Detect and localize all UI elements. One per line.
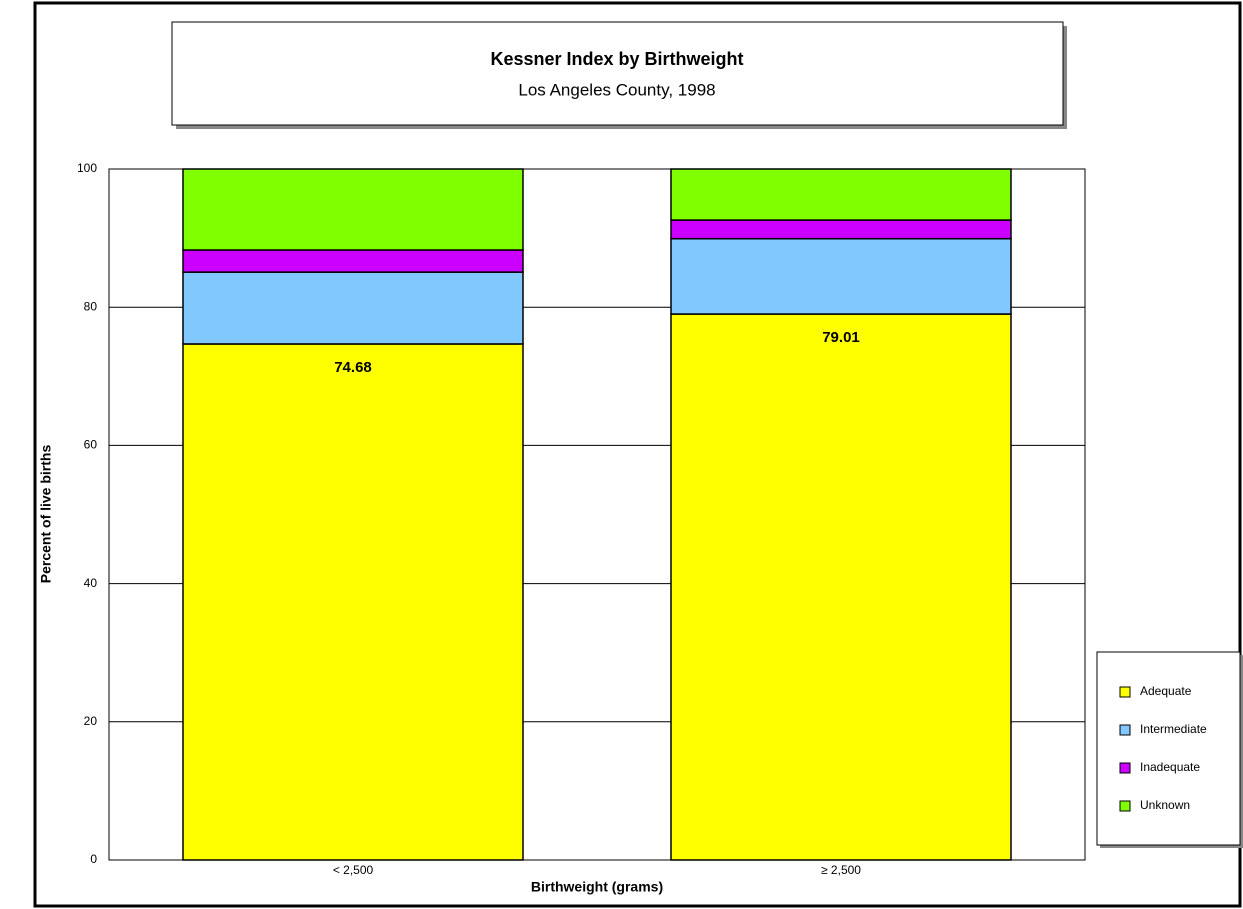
legend-box xyxy=(1096,651,1241,846)
bar-segment xyxy=(670,237,1012,315)
bar-segment xyxy=(670,168,1012,221)
y-tick-label: 60 xyxy=(84,438,98,452)
bar-segment xyxy=(670,313,1012,861)
data-label: 74.68 xyxy=(334,359,372,376)
bar-segment xyxy=(182,343,524,861)
legend-swatch xyxy=(1119,724,1131,736)
y-tick-label: 80 xyxy=(84,299,98,313)
y-tick-label: 40 xyxy=(84,576,98,590)
bar-segment xyxy=(182,249,524,273)
x-axis-label: Birthweight (grams) xyxy=(531,879,663,895)
legend-label: Unknown xyxy=(1140,798,1190,812)
y-tick-label: 20 xyxy=(84,714,98,728)
legend-label: Adequate xyxy=(1140,684,1192,698)
legend-swatch xyxy=(1119,800,1131,812)
x-tick-label: < 2,500 xyxy=(333,863,374,877)
chart-frame xyxy=(33,1,1242,908)
bar-segment xyxy=(182,168,524,251)
y-tick-label: 100 xyxy=(77,161,97,175)
legend-label: Inadequate xyxy=(1140,760,1200,774)
legend-swatch xyxy=(1119,686,1131,698)
data-label: 79.01 xyxy=(822,329,860,346)
y-axis-label: Percent of live births xyxy=(38,445,54,584)
title-box xyxy=(171,21,1064,126)
bar-segment xyxy=(670,219,1012,240)
x-tick-label: ≥ 2,500 xyxy=(821,863,861,877)
chart-title: Kessner Index by Birthweight xyxy=(490,49,743,69)
legend-label: Intermediate xyxy=(1140,722,1207,736)
legend-swatch xyxy=(1119,762,1131,774)
bar-segment xyxy=(182,271,524,345)
chart-subtitle: Los Angeles County, 1998 xyxy=(518,80,715,99)
y-tick-label: 0 xyxy=(90,852,97,866)
